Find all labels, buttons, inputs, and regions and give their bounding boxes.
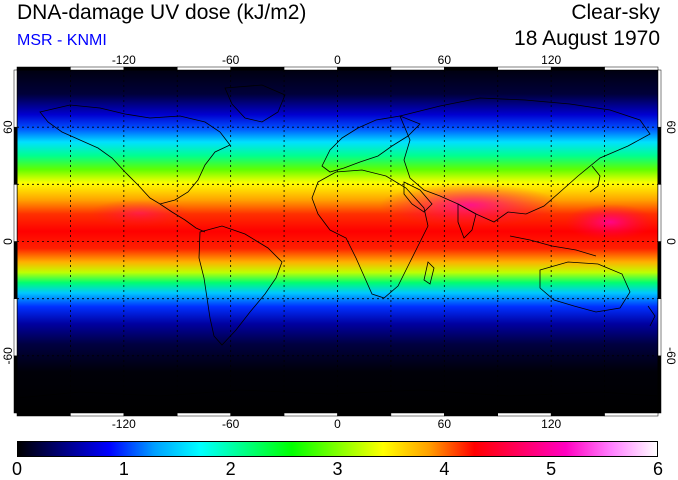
lat-tick-label-left: 0 — [1, 238, 15, 245]
indonesia-outline — [509, 235, 597, 257]
africa-outline — [311, 169, 429, 299]
colorbar-label: 0 — [11, 459, 23, 479]
lon-tick-label-top: -60 — [222, 53, 240, 67]
frame-tick-right — [657, 184, 662, 242]
frame-tick-bottom — [283, 412, 338, 417]
colorbar-label: 5 — [546, 459, 557, 479]
colorbar-label: 6 — [652, 459, 664, 479]
frame-tick-bottom — [337, 412, 392, 417]
lat-tick-label-left: 60 — [1, 120, 15, 134]
frame-tick-left — [13, 126, 18, 185]
frame-tick-bottom — [177, 412, 231, 417]
colorbar — [17, 441, 658, 457]
lon-tick-label-bottom: -60 — [222, 417, 240, 431]
frame-tick-bottom — [550, 412, 605, 417]
frame-tick-bottom — [70, 412, 125, 417]
high-dose-region-pacific — [565, 204, 655, 240]
lon-tick-label-top: 0 — [334, 53, 341, 67]
frame-tick-left — [13, 69, 18, 128]
high-dose-region-atlantic — [90, 199, 190, 227]
lon-tick-label-bottom: 120 — [541, 417, 561, 431]
lat-tick-label-right: -60 — [664, 347, 678, 365]
coastlines — [17, 84, 658, 399]
lon-tick-label-bottom: 0 — [334, 417, 341, 431]
frame-tick-bottom — [444, 412, 499, 417]
colorbar-label: 4 — [439, 459, 450, 479]
japan-outline — [589, 165, 601, 193]
map-title: DNA-damage UV dose (kJ/m2) — [17, 1, 307, 24]
colorbar-label: 2 — [225, 459, 236, 479]
central-america-outline — [159, 203, 206, 233]
sky-condition-label: Clear-sky — [571, 1, 660, 24]
frame-tick-bottom — [16, 412, 71, 417]
asia-outline — [399, 97, 651, 223]
frame-tick-right — [657, 69, 662, 128]
frame-tick-top — [444, 66, 499, 71]
frame-tick-top — [283, 66, 338, 71]
lon-tick-label-bottom: -120 — [112, 417, 136, 431]
australia-outline — [539, 261, 631, 313]
lon-tick-label-top: 60 — [438, 53, 452, 67]
graticule — [17, 70, 658, 413]
frame-tick-right — [657, 355, 662, 414]
frame-tick-bottom — [390, 412, 445, 417]
lat-tick-label-right: 60 — [664, 120, 678, 134]
frame-tick-bottom — [230, 412, 285, 417]
frame-tick-right — [657, 126, 662, 185]
axis-labels: -120 -120 -60 -60 0 0 60 60 120 120 60 60 0 0 -60 -60 — [1, 53, 678, 431]
antarctica-outline — [17, 389, 658, 399]
frame-tick-top — [16, 66, 71, 71]
frame-tick-bottom — [604, 412, 659, 417]
frame-tick-left — [13, 241, 18, 299]
frame-ticks — [13, 66, 662, 417]
frame-tick-bottom — [497, 412, 552, 417]
greenland-outline — [224, 84, 286, 123]
madagascar-outline — [423, 261, 435, 285]
source-label: MSR - KNMI — [17, 32, 107, 49]
lon-tick-label-bottom: 60 — [438, 417, 452, 431]
frame-tick-top — [230, 66, 285, 71]
lon-tick-label-top: 120 — [541, 53, 561, 67]
colorbar-label: 3 — [332, 459, 343, 479]
india-outline — [457, 203, 477, 239]
south-america-outline — [198, 225, 283, 346]
frame-tick-bottom — [123, 412, 178, 417]
high-dose-region-asia — [380, 183, 560, 227]
frame-tick-top — [123, 66, 178, 71]
lat-tick-label-right: 0 — [664, 238, 678, 245]
frame-tick-top — [70, 66, 125, 71]
frame-tick-right — [657, 298, 662, 357]
frame-tick-top — [390, 66, 445, 71]
europe-outline — [321, 115, 421, 173]
frame-tick-top — [604, 66, 659, 71]
lon-tick-label-top: -120 — [112, 53, 136, 67]
lat-tick-label-left: -60 — [1, 347, 15, 365]
colorbar-label: 1 — [118, 459, 129, 479]
arabia-outline — [403, 181, 433, 213]
frame-tick-top — [497, 66, 552, 71]
frame-tick-left — [13, 184, 18, 242]
frame-tick-top — [177, 66, 231, 71]
north-america-outline — [39, 104, 231, 205]
new-zealand-outline — [647, 305, 656, 327]
frame-tick-right — [657, 241, 662, 299]
frame-tick-top — [550, 66, 605, 71]
date-label: 18 August 1970 — [514, 27, 660, 50]
frame-tick-top — [337, 66, 392, 71]
